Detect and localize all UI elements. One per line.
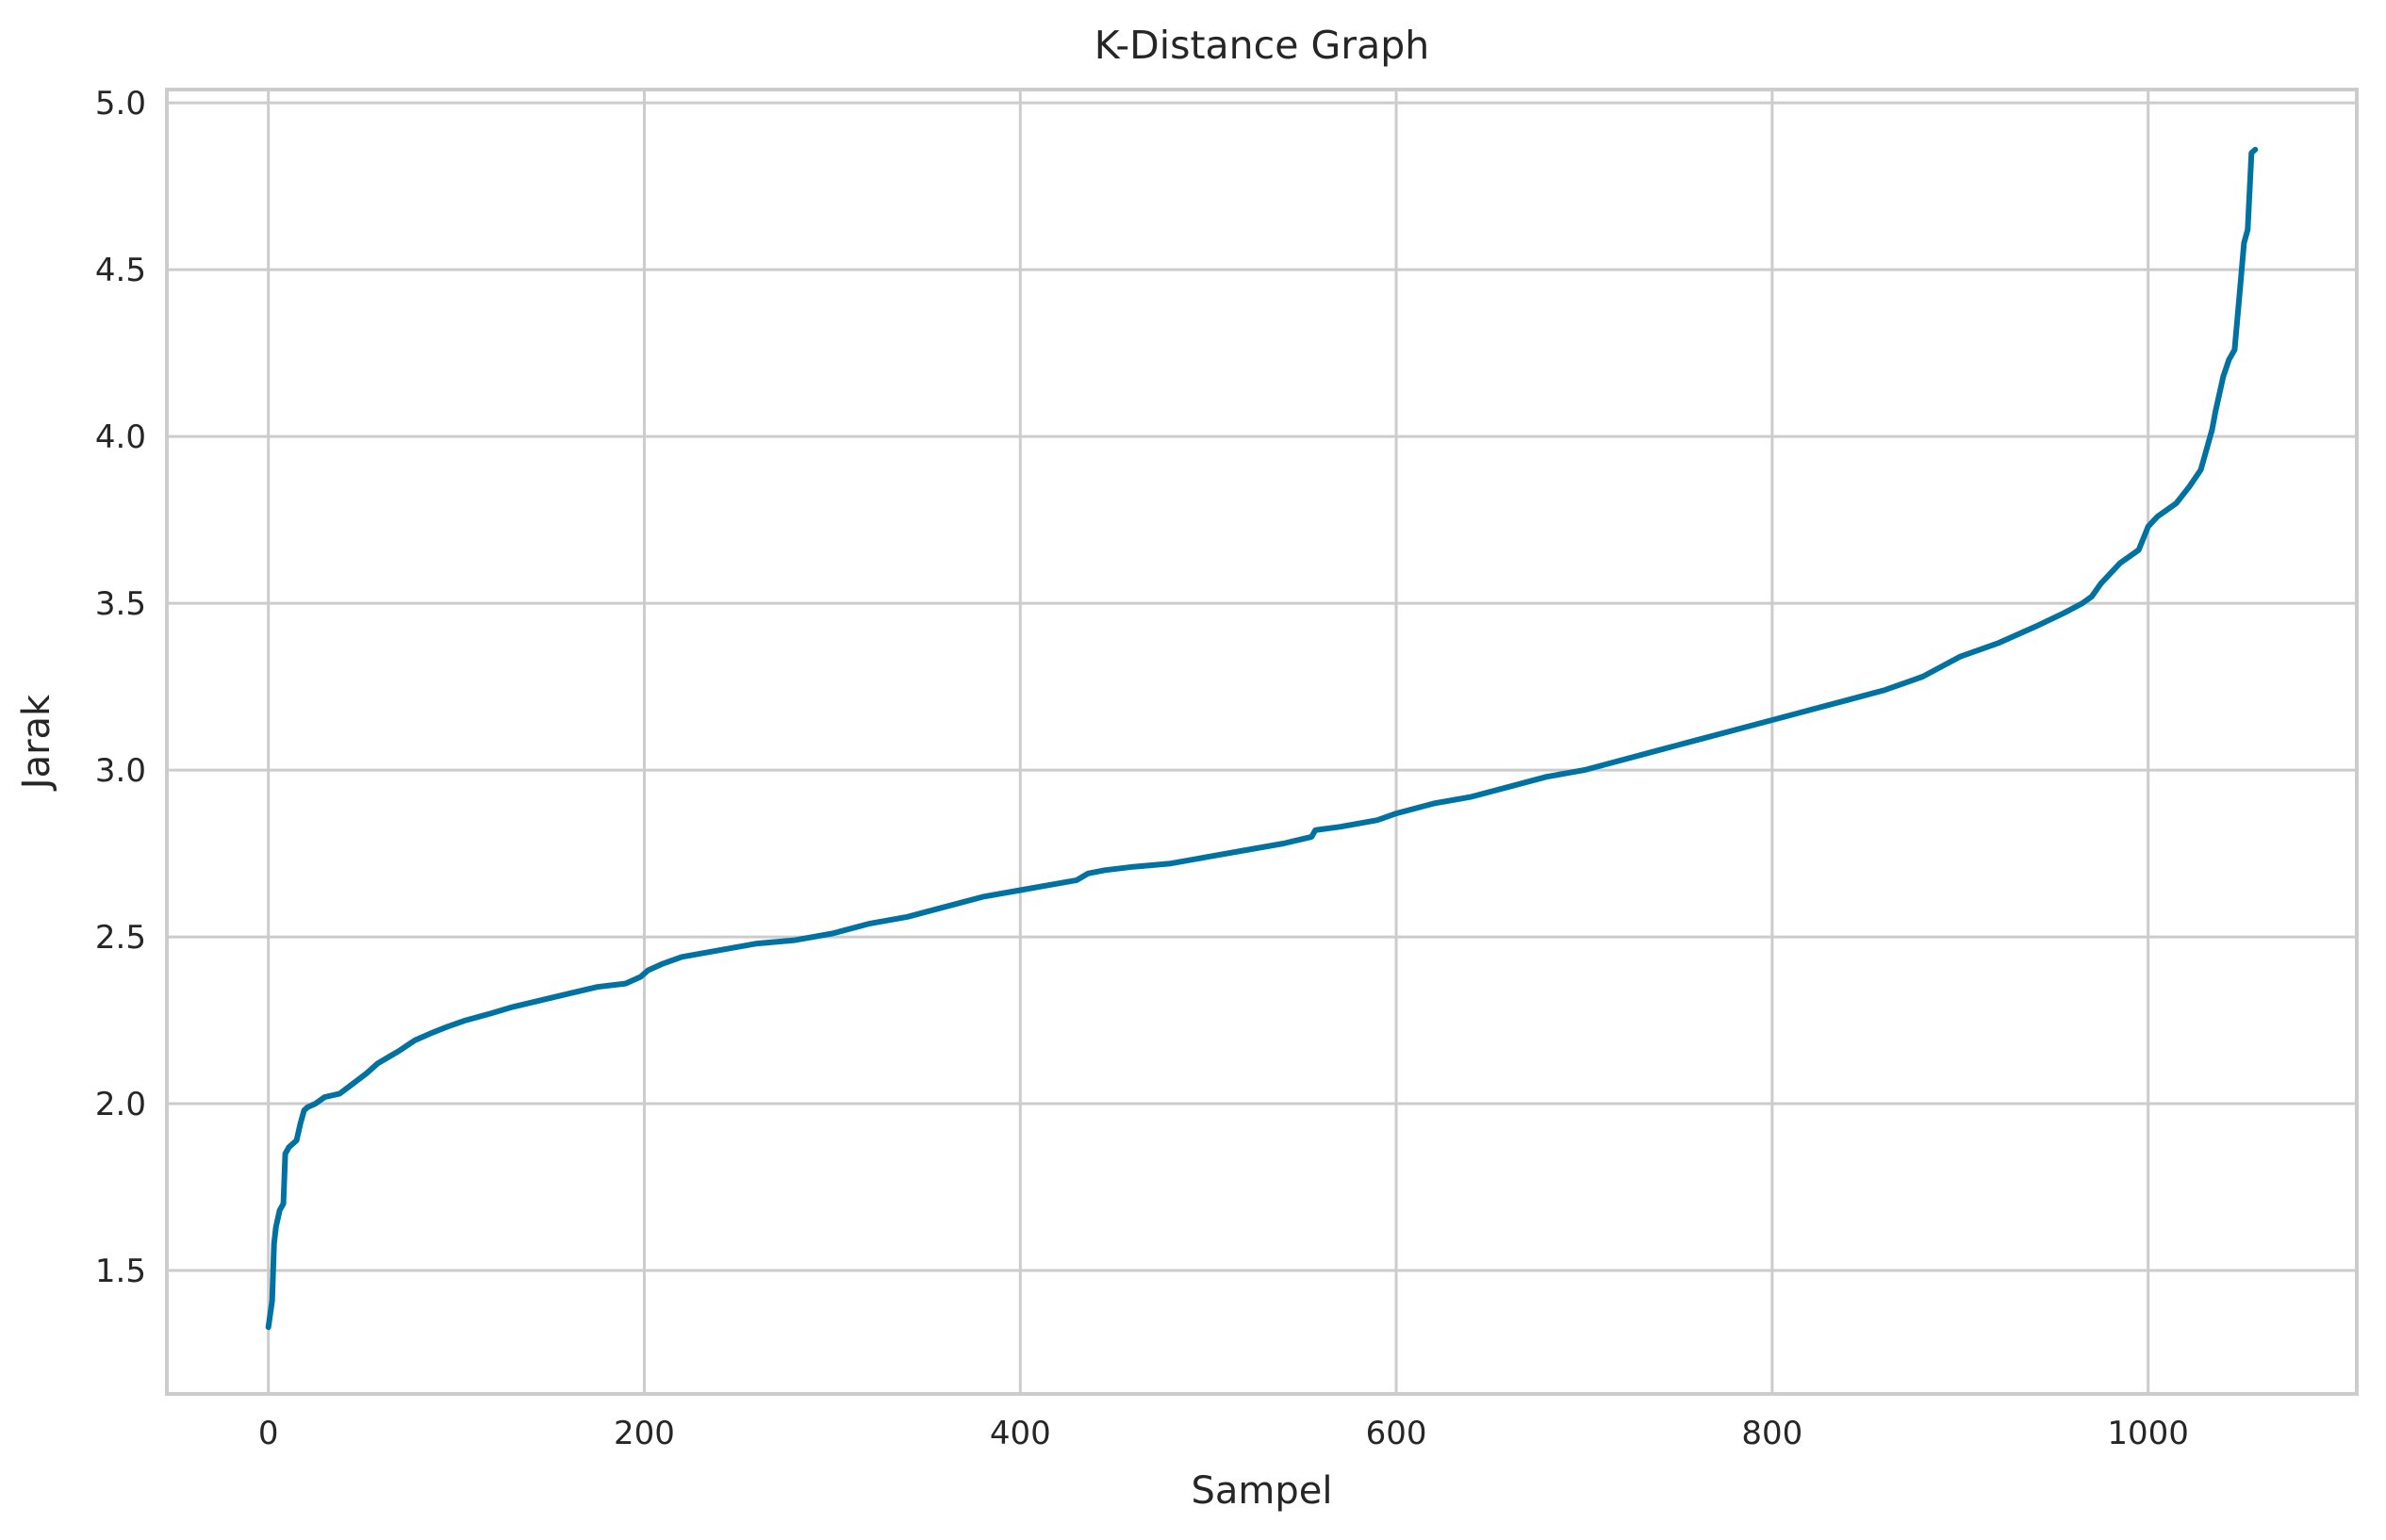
y-tick-label: 2.5	[95, 919, 146, 957]
chart-title: K-Distance Graph	[1094, 23, 1429, 68]
x-axis-label: Sampel	[1192, 1469, 1333, 1513]
y-axis-label: Jarak	[15, 694, 58, 792]
y-tick-label: 4.0	[95, 418, 146, 456]
series-layer	[265, 146, 2259, 1331]
x-tick-label: 0	[258, 1415, 279, 1452]
tick-layer: 0 200 400 600 800 1000 1.5 2.0 2.5 3.0 3.5 4.0 4.5 5.…	[95, 85, 2189, 1452]
x-tick-label: 800	[1741, 1415, 1802, 1452]
x-tick-label: 200	[614, 1415, 675, 1452]
y-tick-label: 2.0	[95, 1086, 146, 1123]
y-tick-label: 1.5	[95, 1253, 146, 1290]
y-tick-label: 4.5	[95, 252, 146, 289]
x-tick-label: 400	[990, 1415, 1051, 1452]
y-tick-label: 3.0	[95, 752, 146, 790]
y-tick-label: 3.5	[95, 585, 146, 623]
k-distance-series-line	[265, 146, 2259, 1331]
x-tick-label: 600	[1366, 1415, 1427, 1452]
y-tick-label: 5.0	[95, 85, 146, 123]
grid-layer	[167, 90, 2357, 1394]
plot-area-frame	[165, 88, 2359, 1396]
x-tick-label: 1000	[2107, 1415, 2189, 1452]
